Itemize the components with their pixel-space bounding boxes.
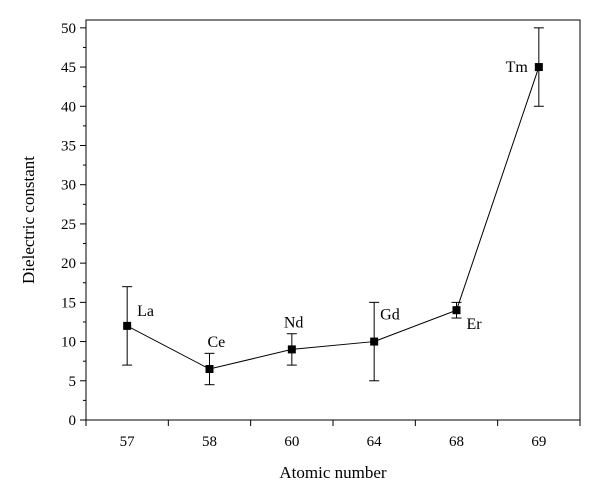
data-markers [123,63,543,374]
x-axis: 57 58 60 64 68 69 [85,420,581,450]
data-point [205,365,214,374]
y-tick-label: 0 [69,413,77,429]
y-tick-label: 35 [61,138,76,154]
point-labels: La Ce Nd Gd Er Tm [137,59,528,351]
y-tick-label: 15 [61,295,76,311]
x-axis-title: Atomic number [279,463,387,482]
data-point [370,337,379,346]
plot-area-border [85,19,581,421]
point-label: La [137,303,154,320]
y-tick-label: 50 [61,21,76,37]
point-label: Nd [284,314,304,331]
series-line-group [126,66,540,370]
x-tick-label: 57 [120,434,136,450]
x-tick-label: 58 [202,434,217,450]
y-tick-label: 5 [69,374,77,390]
data-point [287,345,296,354]
y-tick-label: 25 [61,217,76,233]
data-point [123,321,132,330]
y-tick-label: 20 [61,256,76,272]
x-tick-label: 60 [284,434,299,450]
x-tick-label: 68 [449,434,464,450]
series-line [126,66,540,370]
x-tick-label: 64 [367,434,383,450]
y-axis: 0 5 10 15 20 25 30 35 40 45 50 [61,21,86,429]
point-label: Tm [506,59,529,76]
y-tick-label: 30 [61,178,76,194]
y-tick-label: 40 [61,99,76,115]
x-tick-label: 69 [531,434,546,450]
plot-frame [85,19,581,421]
point-label: Gd [380,307,400,324]
point-label: Er [467,316,483,333]
point-label: Ce [208,334,226,351]
data-point [534,63,543,72]
y-tick-label: 10 [61,335,76,351]
data-point [452,306,461,315]
y-axis-title: Dielectric constant [19,156,38,284]
y-tick-label: 45 [61,60,76,76]
